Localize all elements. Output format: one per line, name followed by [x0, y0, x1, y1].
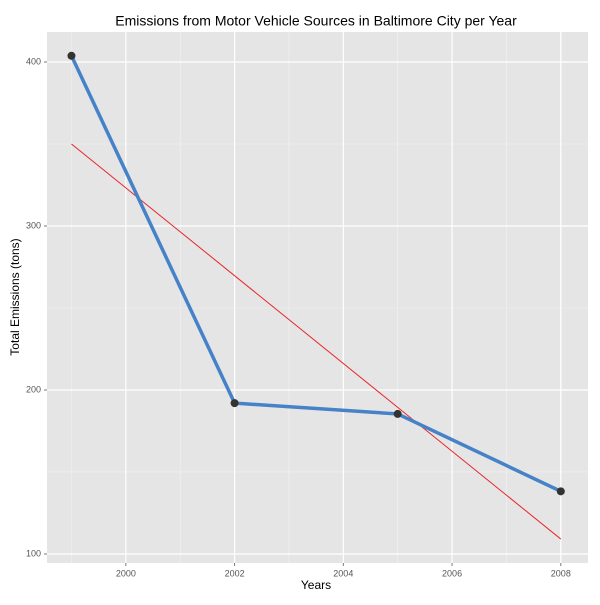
- data-point: [393, 409, 402, 418]
- x-tick-label: 2008: [551, 568, 571, 578]
- plot-panel: [47, 32, 588, 563]
- y-tick-label: 400: [26, 56, 41, 66]
- y-axis-label: Total Emissions (tons): [8, 238, 22, 355]
- data-point: [556, 487, 565, 496]
- data-line: [69, 55, 562, 493]
- data-point: [230, 399, 239, 408]
- y-tick-label: 100: [26, 548, 41, 558]
- x-tick-label: 2000: [116, 568, 136, 578]
- x-tick-label: 2004: [333, 568, 353, 578]
- trend-line: [71, 143, 562, 540]
- chart-title: Emissions from Motor Vehicle Sources in …: [115, 13, 517, 29]
- data-point: [67, 51, 76, 60]
- x-tick-label: 2002: [225, 568, 245, 578]
- y-tick-label: 200: [26, 384, 41, 394]
- x-axis-label: Years: [301, 578, 331, 592]
- y-tick-label: 300: [26, 220, 41, 230]
- x-tick-label: 2006: [442, 568, 462, 578]
